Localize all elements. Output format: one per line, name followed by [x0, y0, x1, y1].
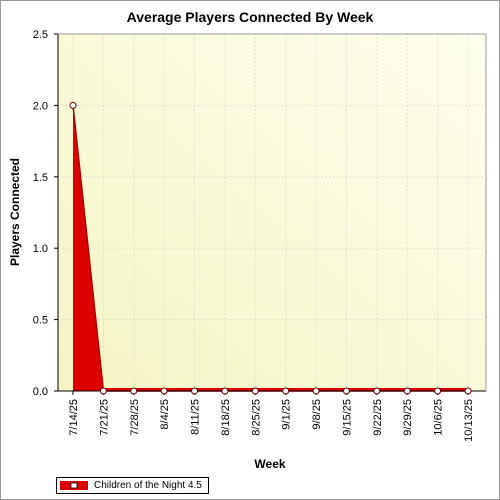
series-baseline-band	[73, 388, 468, 391]
data-point-marker	[191, 387, 199, 395]
y-tick-label: 2.0	[33, 100, 48, 112]
data-point-marker	[160, 387, 168, 395]
legend: Children of the Night 4.5	[56, 477, 209, 494]
x-tick-label: 10/6/25	[433, 399, 445, 436]
y-tick-labels: 0.0 0.5 1.0 1.5 2.0 2.5	[33, 29, 48, 398]
x-tick-label: 7/21/25	[98, 399, 110, 436]
x-tick-label: 8/11/25	[190, 399, 202, 435]
data-point-marker	[342, 387, 350, 395]
legend-swatch	[60, 481, 88, 490]
legend-marker	[70, 482, 78, 489]
x-tick-label: 9/1/25	[281, 399, 293, 430]
x-tick-label: 9/8/25	[311, 399, 323, 430]
data-point-marker	[99, 387, 107, 395]
x-tick-label: 9/29/25	[402, 399, 414, 436]
data-point-marker	[312, 387, 320, 395]
y-tick-label: 1.5	[33, 172, 48, 184]
x-axis-label: Week	[254, 457, 286, 471]
data-point-marker	[434, 387, 442, 395]
x-tick-label: 7/14/25	[68, 399, 80, 436]
y-tick-label: 1.0	[33, 243, 48, 255]
x-tick-labels: 7/14/25 7/21/25 7/28/25 8/4/25 8/11/25 8/18/2…	[68, 399, 475, 442]
x-tick-label: 9/22/25	[372, 399, 384, 436]
y-tick-label: 2.5	[33, 29, 48, 41]
data-point-marker	[251, 387, 259, 395]
data-point-marker	[69, 101, 77, 109]
x-tick-label: 8/18/25	[220, 399, 232, 436]
x-tick-label: 8/4/25	[159, 399, 171, 430]
data-point-marker	[221, 387, 229, 395]
data-point-marker	[282, 387, 290, 395]
data-point-marker	[403, 387, 411, 395]
data-point-marker	[464, 387, 472, 395]
chart-title: Average Players Connected By Week	[126, 9, 374, 25]
x-tick-label: 8/25/25	[250, 399, 262, 436]
x-tick-label: 7/28/25	[129, 399, 141, 436]
x-tick-label: 10/13/25	[463, 399, 475, 442]
data-point-marker	[130, 387, 138, 395]
x-tick-label: 9/15/25	[341, 399, 353, 436]
data-point-marker	[373, 387, 381, 395]
series-markers	[69, 101, 472, 395]
y-tick-label: 0.5	[33, 315, 48, 327]
legend-item-label: Children of the Night 4.5	[94, 480, 202, 491]
plot-background	[58, 34, 486, 391]
y-tick-label: 0.0	[33, 386, 48, 398]
